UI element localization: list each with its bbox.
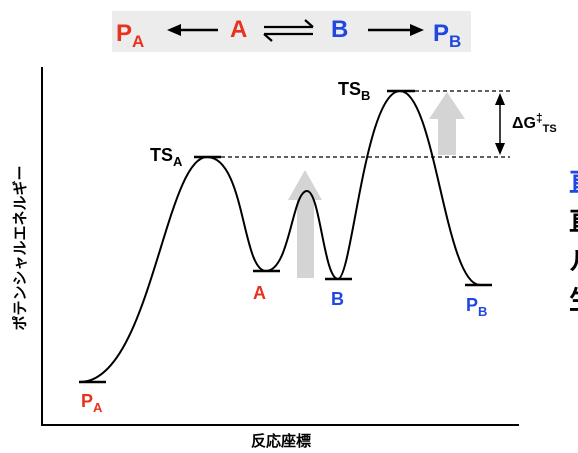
energy-profile-curve: [79, 89, 481, 383]
label-pb: PB: [466, 295, 487, 319]
side-text-blue: 直: [569, 168, 578, 198]
side-text-line4: 生: [569, 286, 578, 316]
label-b: B: [331, 289, 344, 309]
label-tsa: TSA: [150, 145, 183, 169]
label-delta-g: ΔG‡TS: [512, 111, 557, 135]
equation-a: A: [230, 16, 247, 43]
side-text-line2: 直: [569, 207, 578, 237]
equilibrium-arrows-icon: [263, 19, 314, 42]
left-arrowhead-icon: [167, 24, 181, 36]
label-a: A: [253, 283, 266, 303]
equation-b: B: [331, 16, 348, 43]
right-arrowhead-icon: [410, 24, 424, 36]
equation-pb: PB: [433, 20, 461, 51]
label-tsb: TSB: [338, 79, 370, 103]
side-text-line3: ル: [569, 247, 578, 277]
gray-up-arrow-1: [288, 170, 322, 278]
y-axis-label: ポテンシャルエネルギー: [11, 165, 29, 330]
delta-g-arrow-top-icon: [495, 93, 505, 105]
gray-up-arrow-2: [429, 92, 465, 155]
delta-g-arrow-bottom-icon: [495, 143, 505, 155]
label-pa: PA: [81, 391, 103, 415]
equation-pa: PA: [116, 20, 144, 51]
x-axis-label: 反応座標: [251, 432, 311, 450]
